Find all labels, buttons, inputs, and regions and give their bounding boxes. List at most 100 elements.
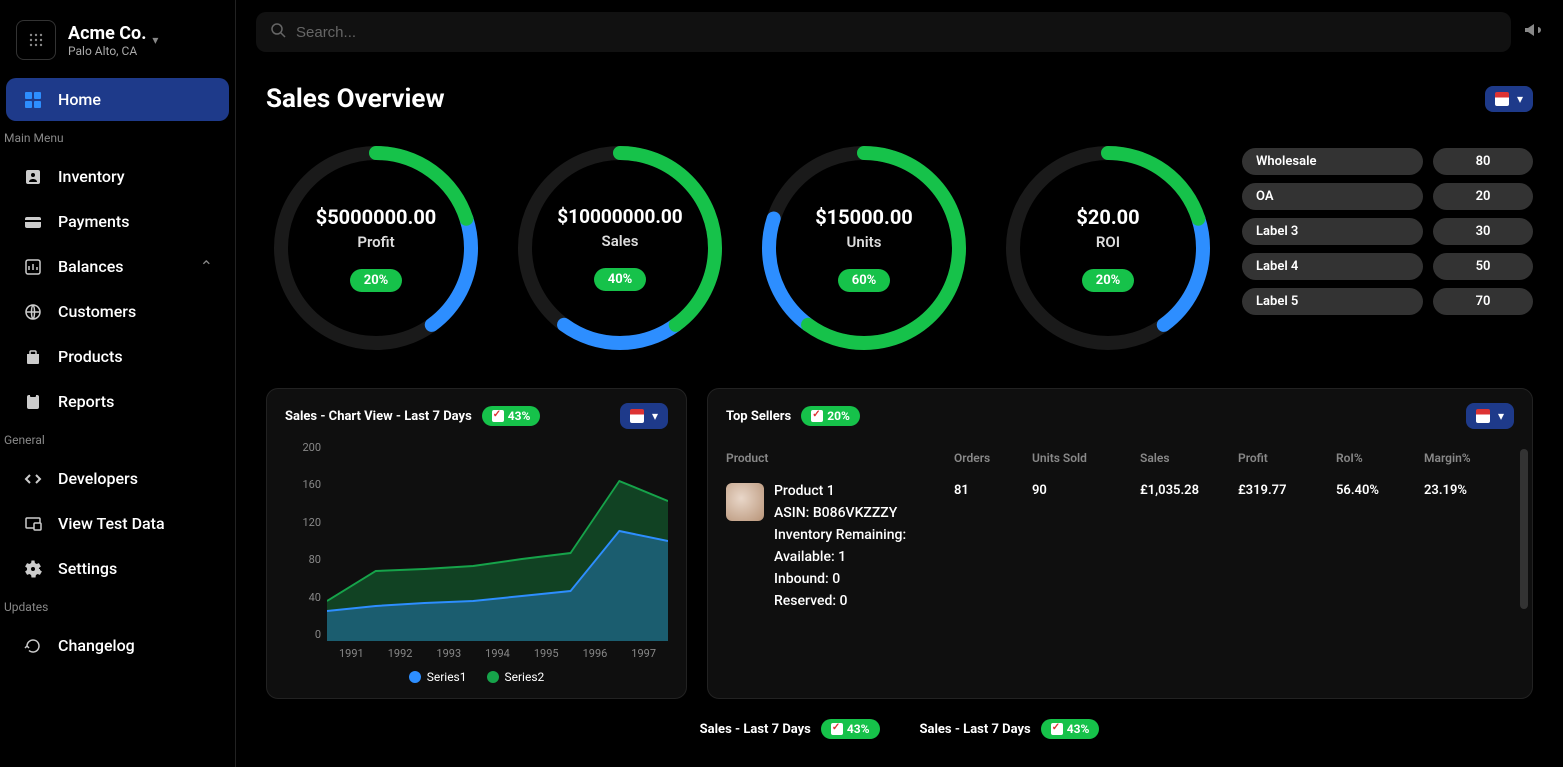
x-axis: 1991199219931994199519961997 bbox=[285, 647, 668, 660]
table-header: Product Orders Units Sold Sales Profit R… bbox=[726, 441, 1514, 475]
pill-row: OA 20 bbox=[1242, 183, 1533, 210]
chart-title: Sales - Chart View - Last 7 Days bbox=[285, 409, 472, 424]
gauge-value: $15000.00 bbox=[815, 205, 913, 229]
gauge-label: Profit bbox=[357, 233, 394, 251]
nav-label: Balances bbox=[58, 257, 124, 276]
search-icon bbox=[270, 22, 286, 42]
pill-value: 50 bbox=[1433, 253, 1533, 280]
calendar-icon bbox=[1495, 92, 1509, 106]
pill-row: Wholesale 80 bbox=[1242, 148, 1533, 175]
gauge-badge: 60% bbox=[838, 269, 891, 292]
pill-row: Label 5 70 bbox=[1242, 288, 1533, 315]
product-cell: Product 1 ASIN: B086VKZZZY Inventory Rem… bbox=[726, 483, 946, 609]
pill-row: Label 4 50 bbox=[1242, 253, 1533, 280]
peek-badge: 43% bbox=[1041, 719, 1100, 739]
nav-label: Inventory bbox=[58, 167, 125, 186]
gauge-value: $5000000.00 bbox=[316, 205, 437, 229]
pill-value: 70 bbox=[1433, 288, 1533, 315]
table-row[interactable]: Product 1 ASIN: B086VKZZZY Inventory Rem… bbox=[726, 475, 1514, 617]
inventory-icon bbox=[22, 168, 44, 186]
company-header[interactable]: Acme Co. Palo Alto, CA ▾ bbox=[0, 12, 235, 76]
cell-units: 90 bbox=[1032, 483, 1132, 498]
main: Sales Overview ▾ $5000000.00 Profit 20% … bbox=[236, 0, 1563, 767]
nav-settings[interactable]: Settings bbox=[6, 547, 229, 590]
chevron-down-icon: ▾ bbox=[1517, 92, 1523, 106]
gauge-value: $20.00 bbox=[1076, 205, 1139, 229]
peek-card-head: Sales - Last 7 Days 43% bbox=[920, 719, 1100, 739]
nav-customers[interactable]: Customers bbox=[6, 290, 229, 333]
legend-series2: Series2 bbox=[487, 670, 545, 684]
gear-icon bbox=[22, 560, 44, 578]
pill-label: Label 4 bbox=[1242, 253, 1423, 280]
changelog-icon bbox=[22, 637, 44, 655]
gauge-roi: $20.00 ROI 20% bbox=[998, 138, 1218, 358]
pill-row: Label 3 30 bbox=[1242, 218, 1533, 245]
chevron-up-icon[interactable]: ⌃ bbox=[200, 257, 213, 276]
nav-label: Payments bbox=[58, 212, 129, 231]
reports-icon bbox=[22, 393, 44, 411]
chevron-down-icon: ▾ bbox=[1498, 409, 1504, 423]
gauges-row: $5000000.00 Profit 20% $10000000.00 Sale… bbox=[266, 138, 1533, 358]
bottom-peek-row: Sales - Last 7 Days 43%Sales - Last 7 Da… bbox=[266, 719, 1533, 739]
check-icon bbox=[1051, 723, 1063, 735]
peek-title: Sales - Last 7 Days bbox=[920, 722, 1031, 737]
sellers-date-picker[interactable]: ▾ bbox=[1466, 403, 1514, 429]
calendar-icon bbox=[1476, 409, 1490, 423]
nav-balances[interactable]: Balances ⌃ bbox=[6, 245, 229, 288]
cards-row: Sales - Chart View - Last 7 Days 43% ▾ 2… bbox=[266, 388, 1533, 699]
peek-card-head: Sales - Last 7 Days 43% bbox=[700, 719, 880, 739]
gauge-badge: 20% bbox=[350, 269, 403, 292]
product-reserved: Reserved: 0 bbox=[774, 593, 906, 609]
nav-label: Settings bbox=[58, 559, 117, 578]
search-input[interactable] bbox=[296, 24, 1497, 41]
gauge-label: ROI bbox=[1096, 233, 1120, 251]
check-icon bbox=[831, 723, 843, 735]
nav-label: Developers bbox=[58, 469, 138, 488]
nav-label: Home bbox=[58, 90, 101, 109]
top-sellers-card: Top Sellers 20% ▾ Product Orders Units S… bbox=[707, 388, 1533, 699]
nav-home[interactable]: Home bbox=[6, 78, 229, 121]
nav-developers[interactable]: Developers bbox=[6, 457, 229, 500]
y-axis: 20016012080400 bbox=[285, 441, 327, 641]
peek-badge: 43% bbox=[821, 719, 880, 739]
nav-products[interactable]: Products bbox=[6, 335, 229, 378]
gauge-sales: $10000000.00 Sales 40% bbox=[510, 138, 730, 358]
company-name: Acme Co. bbox=[68, 23, 146, 44]
nav-label: Changelog bbox=[58, 636, 135, 655]
section-updates: Updates bbox=[0, 592, 235, 622]
megaphone-icon[interactable] bbox=[1523, 20, 1543, 44]
legend-series1: Series1 bbox=[409, 670, 467, 684]
gauge-value: $10000000.00 bbox=[557, 205, 682, 228]
sellers-title: Top Sellers bbox=[726, 409, 791, 424]
search-box[interactable] bbox=[256, 12, 1511, 52]
nav-label: View Test Data bbox=[58, 514, 165, 533]
nav-payments[interactable]: Payments bbox=[6, 200, 229, 243]
chart-date-picker[interactable]: ▾ bbox=[620, 403, 668, 429]
topbar bbox=[236, 0, 1563, 64]
cell-margin: 23.19% bbox=[1424, 483, 1514, 498]
chevron-down-icon[interactable]: ▾ bbox=[152, 33, 158, 47]
test-data-icon bbox=[22, 515, 44, 533]
cell-roi: 56.40% bbox=[1336, 483, 1416, 498]
product-available: Available: 1 bbox=[774, 549, 906, 565]
pill-label: Label 5 bbox=[1242, 288, 1423, 315]
nav-inventory[interactable]: Inventory bbox=[6, 155, 229, 198]
gauge-badge: 20% bbox=[1082, 269, 1135, 292]
cell-sales: £1,035.28 bbox=[1140, 483, 1230, 498]
products-icon bbox=[22, 348, 44, 366]
app-grid-icon[interactable] bbox=[16, 20, 56, 60]
nav-changelog[interactable]: Changelog bbox=[6, 624, 229, 667]
pill-label: OA bbox=[1242, 183, 1423, 210]
cell-orders: 81 bbox=[954, 483, 1024, 498]
balances-icon bbox=[22, 258, 44, 276]
gauge-units: $15000.00 Units 60% bbox=[754, 138, 974, 358]
check-icon bbox=[811, 410, 823, 422]
date-picker-button[interactable]: ▾ bbox=[1485, 86, 1533, 112]
content: Sales Overview ▾ $5000000.00 Profit 20% … bbox=[236, 64, 1563, 767]
pill-list: Wholesale 80 OA 20 Label 3 30 Label 4 50… bbox=[1242, 138, 1533, 358]
payments-icon bbox=[22, 213, 44, 231]
gauge-label: Sales bbox=[602, 232, 639, 250]
scrollbar[interactable] bbox=[1520, 449, 1528, 609]
nav-reports[interactable]: Reports bbox=[6, 380, 229, 423]
nav-view-test-data[interactable]: View Test Data bbox=[6, 502, 229, 545]
